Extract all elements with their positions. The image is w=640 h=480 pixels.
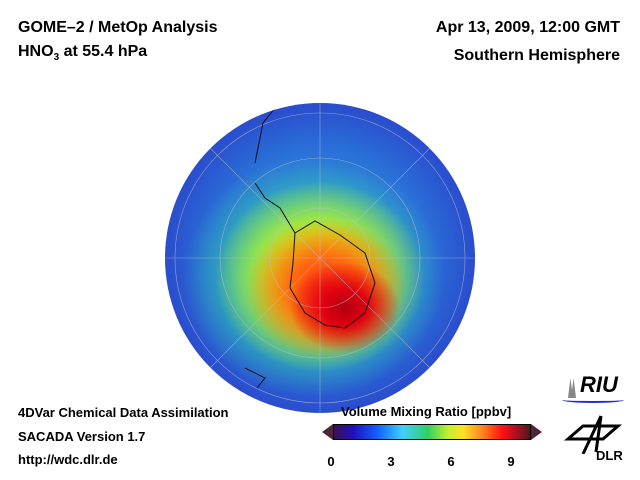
title: GOME–2 / MetOp Analysis bbox=[18, 19, 218, 36]
region: Southern Hemisphere bbox=[453, 47, 620, 64]
colorbar-tick: 3 bbox=[387, 454, 395, 469]
colorbar-title: Volume Mixing Ratio [ppbv] bbox=[341, 404, 512, 419]
colorbar bbox=[333, 424, 531, 440]
pressure-level: at 55.4 hPa bbox=[59, 43, 148, 60]
colorbar-tick: 9 bbox=[507, 454, 515, 469]
footer-line-1: 4DVar Chemical Data Assimilation bbox=[18, 405, 229, 420]
colorbar-min-arrow bbox=[322, 424, 333, 440]
footer-line-2: SACADA Version 1.7 bbox=[18, 429, 146, 444]
date-time: Apr 13, 2009, 12:00 GMT bbox=[435, 19, 620, 36]
riu-logo: RIU bbox=[560, 372, 625, 403]
polar-map-globe bbox=[165, 103, 475, 413]
map-grid-and-coastlines bbox=[165, 103, 475, 413]
colorbar-max-arrow bbox=[531, 424, 542, 440]
dlr-logo: DLR bbox=[563, 414, 623, 464]
dlr-emblem-icon bbox=[563, 415, 623, 455]
colorbar-tick: 6 bbox=[447, 454, 455, 469]
colorbar-tick: 0 bbox=[327, 454, 335, 469]
footer-url: http://wdc.dlr.de bbox=[18, 452, 118, 467]
species: HNO bbox=[18, 43, 54, 60]
species-subscript: 3 bbox=[53, 52, 60, 64]
subtitle: HNO3 at 55.4 hPa bbox=[18, 43, 147, 63]
